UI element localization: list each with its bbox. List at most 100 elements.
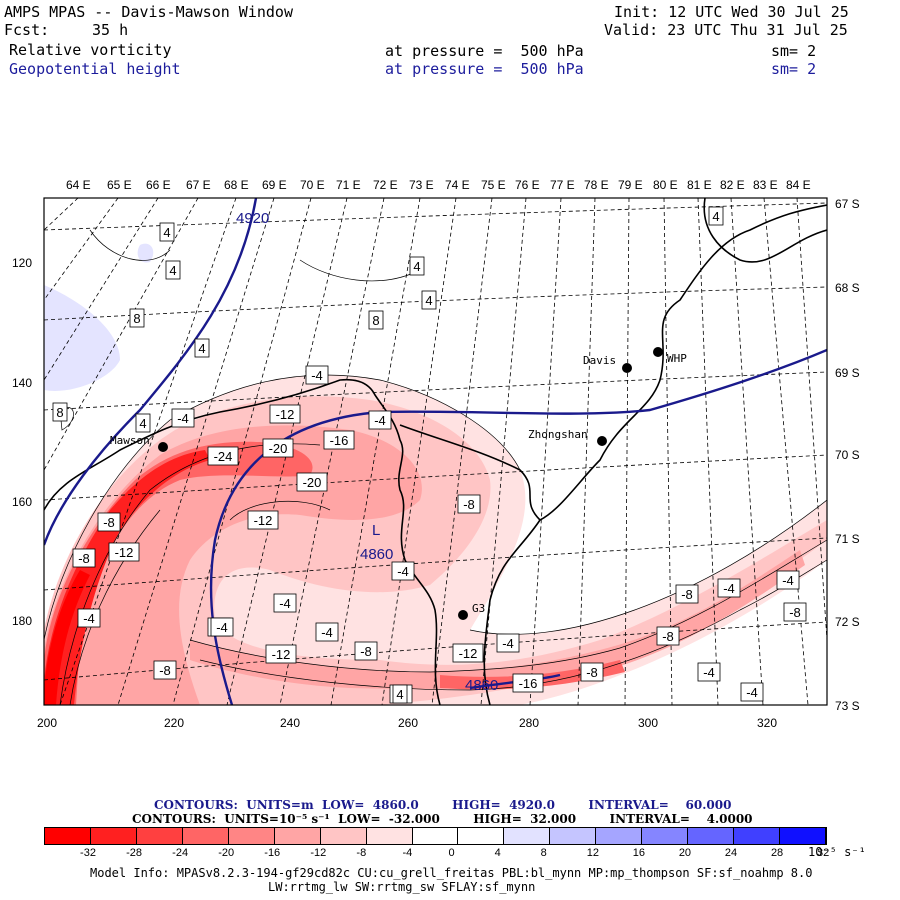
colorbar-units: 10⁻⁵ s⁻¹ [808,845,866,859]
colorbar-tick-label: -16 [264,847,281,859]
colorbar [44,827,827,845]
positive-vorticity-area [137,243,154,263]
vorticity-label: -4 [502,636,514,651]
vorticity-label: -20 [269,441,288,456]
colorbar-ticks: -32 -28 -24 -20 -16 -12 -8 -4 0 4 8 12 16 20 24 28 32 [0,847,900,861]
coastline [44,198,827,705]
vorticity-label-box [421,290,437,310]
station-dot-davis [622,363,632,373]
colorbar-swatch [780,828,826,844]
colorbar-tick-label: -20 [218,847,235,859]
valid-time: Valid: 23 UTC Thu 31 Jul 25 [604,21,848,39]
colorbar-swatch [45,828,91,844]
vorticity-label-box [315,622,339,642]
vorticity-label: -12 [254,513,273,528]
vorticity-label-box [368,310,384,330]
vorticity-label-box [194,338,210,358]
plot-frame [43,197,828,706]
x-tick-280: 280 [519,716,539,730]
vorticity-label: 4 [169,263,176,278]
vorticity-label: -20 [303,475,322,490]
lon-label-83e: 83 E [753,178,778,192]
colorbar-tick-label: 0 [448,847,455,859]
field-1-name: Relative vorticity [9,41,172,59]
lon-label-69e: 69 E [262,178,287,192]
station-dot-whp [653,347,663,357]
vorticity-label-box [97,512,121,532]
vorticity-label-box [656,626,680,646]
vorticity-label: -8 [681,587,693,602]
vorticity-label: -4 [177,411,189,426]
vorticity-label-box [129,308,145,328]
vorticity-label-box [159,222,175,242]
lon-label-74e: 74 E [445,178,470,192]
lat-label-71s: 71 S [835,532,860,546]
lon-label-84e: 84 E [786,178,811,192]
lon-label-70e: 70 E [300,178,325,192]
vorticity-label-box [452,643,484,663]
y-tick-180: 180 [12,614,32,628]
colorbar-tick-label: 28 [770,847,784,859]
colorbar-tick-label: -4 [402,847,413,859]
forecast-map: 64 E 65 E 66 E 67 E 68 E 69 E 70 E 71 E … [12,178,860,730]
station-markers [158,347,663,620]
colorbar-tick-label: -8 [356,847,367,859]
colorbar-swatch [550,828,597,844]
vorticity-label-box [296,472,328,492]
lat-label-67s: 67 S [835,197,860,211]
vorticity-label-box [391,561,415,581]
lon-label-75e: 75 E [481,178,506,192]
station-label-whp: WHP [667,352,687,365]
colorbar-swatch [688,828,735,844]
colorbar-swatch [366,828,413,844]
colorbar-tick-label: -28 [126,847,143,859]
y-tick-160: 160 [12,495,32,509]
vorticity-label-box [354,641,378,661]
colorbar-tick-label: 8 [540,847,547,859]
vorticity-label-box [305,365,329,385]
negative-vorticity-area [44,441,313,705]
vorticity-label-box [368,410,392,430]
vorticity-label: -4 [374,413,386,428]
vorticity-label: -4 [83,611,95,626]
lon-label-65e: 65 E [107,178,132,192]
height-contour-info: CONTOURS: UNITS=m LOW= 4860.0 HIGH= 4920… [154,798,732,812]
colorbar-tick-label: -32 [80,847,96,859]
vorticity-label-box [323,430,355,450]
colorbar-tick-label: 24 [724,847,738,859]
vorticity-label: 4 [413,259,420,274]
vorticity-label-box [135,413,151,433]
vorticity-label: 8 [56,405,63,420]
vorticity-labels: 4488444484-4-4-4-12-16-8-24-20-20-8-12-1… [52,206,807,704]
station-label-zhongshan: Zhongshan [528,428,588,441]
forecast-label: Fcst: [4,21,50,39]
lon-label-78e: 78 E [584,178,609,192]
x-tick-220: 220 [164,716,184,730]
vorticity-label-box [262,438,294,458]
model-info-line2: LW:rrtmg_lw SW:rrtmg_sw SFLAY:sf_mynn [268,880,536,894]
x-tick-200: 200 [37,716,57,730]
vorticity-label-box [273,593,297,613]
colorbar-tick-label: -12 [310,847,327,859]
field-1-smoothing: sm= 2 [771,42,817,60]
vorticity-label: -8 [103,515,115,530]
colorbar-swatch [274,828,321,844]
x-tick-320: 320 [757,716,777,730]
vorticity-label-box [108,542,140,562]
vorticity-label: 4 [163,225,170,240]
vorticity-label: -4 [321,625,333,640]
lon-label-67e: 67 E [186,178,211,192]
colorbar-swatch [596,828,643,844]
x-tick-240: 240 [280,716,300,730]
lat-label-73s: 73 S [835,699,860,713]
lat-label-69s: 69 S [835,366,860,380]
graticule-meridians [44,198,827,705]
colorbar-swatch [320,828,367,844]
lon-label-72e: 72 E [373,178,398,192]
colorbar-tick-label: 12 [586,847,599,859]
vorticity-label: -16 [330,433,349,448]
vorticity-label-box [210,617,234,637]
lon-label-77e: 77 E [550,178,575,192]
forecast-hour: 35 h [92,21,129,39]
vorticity-label: -4 [703,665,715,680]
